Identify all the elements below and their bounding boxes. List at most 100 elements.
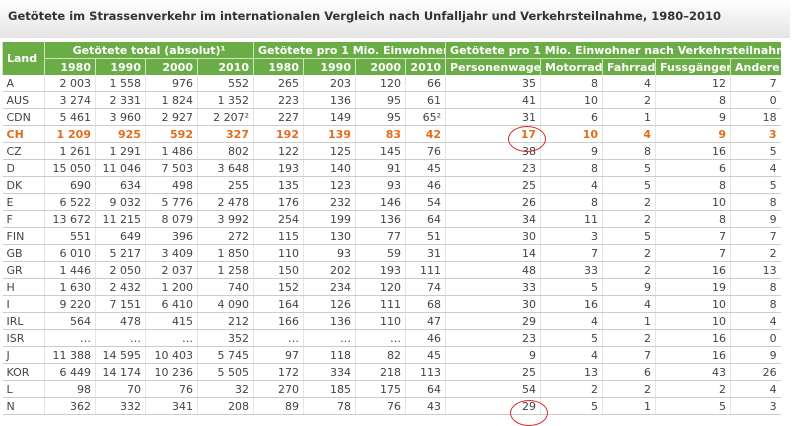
table-cell: 23 [445, 159, 541, 177]
table-cell: 25 [445, 363, 541, 381]
table-cell: 149 [303, 108, 356, 126]
table-cell: 76 [355, 397, 406, 415]
table-cell: 98 [44, 380, 96, 398]
table-cell: 10 [655, 312, 731, 330]
table-cell: H [2, 278, 45, 296]
table-cell: 45 [404, 159, 446, 177]
table-cell: 4 [730, 312, 781, 330]
table-row: D 15 050 11 046 7 503 3 648 193 140 91 45 23 8 5 6 4 [2, 159, 781, 177]
table-cell: 9 032 [95, 193, 146, 211]
table-row: CZ 1 261 1 291 1 486 802 122 125 145 76 38 9 8 16 5 [2, 142, 781, 160]
table-cell: 255 [197, 176, 254, 194]
table-cell: 4 [540, 346, 603, 364]
subheader-cell: Fussgänger [655, 58, 731, 75]
table-cell: 7 [730, 227, 781, 245]
table-cell: 976 [145, 75, 198, 92]
table-row: DK 690 634 498 255 135 123 93 46 25 4 5 8 5 [2, 176, 781, 194]
subheader-cell: 2010 [197, 58, 254, 75]
subheader-cell: Motorrad [540, 58, 603, 75]
table-cell: 5 [602, 176, 656, 194]
table-cell: 164 [253, 295, 304, 313]
table-cell: 2 [655, 380, 731, 398]
table-cell: 95 [355, 91, 406, 109]
table-cell: 70 [95, 380, 146, 398]
table-cell: 7 151 [95, 295, 146, 313]
table-cell: 1 446 [44, 261, 96, 279]
table-cell: 45 [404, 346, 446, 364]
table-row: KOR 6 449 14 174 10 236 5 505 172 334 218 113 25 1… [2, 363, 781, 381]
table-cell: 203 [303, 75, 356, 92]
table-cell: 1 261 [44, 142, 96, 160]
table-cell: 26 [445, 193, 541, 211]
table-cell: 9 [730, 210, 781, 228]
table-cell: 2 207² [197, 108, 254, 126]
header-row: Land Getötete total (absolut)¹ Getötete … [2, 42, 781, 75]
table-cell: 95 [355, 108, 406, 126]
table-cell: 13 672 [44, 210, 96, 228]
table-cell: 802 [197, 142, 254, 160]
table-cell: 272 [197, 227, 254, 245]
table-cell: 7 [655, 244, 731, 262]
table-cell: 352 [197, 329, 254, 347]
table-cell: 145 [355, 142, 406, 160]
table-cell: 8 [730, 193, 781, 211]
table-cell: 7 [655, 227, 731, 245]
table-cell: 227 [253, 108, 304, 126]
table-cell: 3 648 [197, 159, 254, 177]
table-cell: 6 [655, 159, 731, 177]
subheader-cell: Fahrrad [602, 58, 656, 75]
table-row: ISR……… 352……… 46 23 5 2 16 0 [2, 329, 781, 347]
table-cell: 10 [540, 91, 603, 109]
table-cell: 8 [540, 193, 603, 211]
table-cell: 14 595 [95, 346, 146, 364]
subheader-cell: Andere [730, 58, 781, 75]
table-cell: 30 [445, 227, 541, 245]
table-cell: 82 [355, 346, 406, 364]
table-cell: 140 [303, 159, 356, 177]
table-cell: 47 [404, 312, 446, 330]
table-cell: N [2, 397, 45, 415]
table-cell: 14 [445, 244, 541, 262]
table-cell: 35 [445, 75, 541, 92]
table-cell: 2 037 [145, 261, 198, 279]
table-cell: 551 [44, 227, 96, 245]
table-cell: 9 [655, 108, 731, 126]
table-cell: 6 410 [145, 295, 198, 313]
table-cell: 3 [730, 125, 781, 143]
table-cell: 93 [355, 176, 406, 194]
table-cell: 2 [602, 261, 656, 279]
table-cell: 11 215 [95, 210, 146, 228]
table-cell: 42 [404, 125, 446, 143]
table-cell: 91 [355, 159, 406, 177]
table-cell: 5 [730, 142, 781, 160]
table-cell: 5 [540, 397, 603, 415]
table-cell: 78 [303, 397, 356, 415]
subheader-cell: 1980 [44, 58, 96, 75]
table-cell: 2 [602, 210, 656, 228]
table-cell: 11 388 [44, 346, 96, 364]
table-cell: 33 [540, 261, 603, 279]
table-cell: 9 220 [44, 295, 96, 313]
table-cell: 334 [303, 363, 356, 381]
subheader-cell: 2010 [404, 58, 446, 75]
table-cell: 77 [355, 227, 406, 245]
table-cell: CZ [2, 142, 45, 160]
table-cell: 592 [145, 125, 198, 143]
table-cell: 7 [540, 244, 603, 262]
table-cell: 332 [95, 397, 146, 415]
table-cell: 10 [655, 295, 731, 313]
table-cell: 8 [540, 75, 603, 92]
table-cell: DK [2, 176, 45, 194]
table-cell: 5 461 [44, 108, 96, 126]
table-cell: 1 209 [44, 125, 96, 143]
table-row: FIN 551 649 396 272 115 130 77 51 30 3 5 7 7 [2, 227, 781, 245]
table-cell: 83 [355, 125, 406, 143]
table-cell: 5 [540, 278, 603, 296]
table-cell: 0 [730, 91, 781, 109]
table-row: GB 6 010 5 217 3 409 1 850 110 93 59 31 14 7 2 7 2 [2, 244, 781, 262]
